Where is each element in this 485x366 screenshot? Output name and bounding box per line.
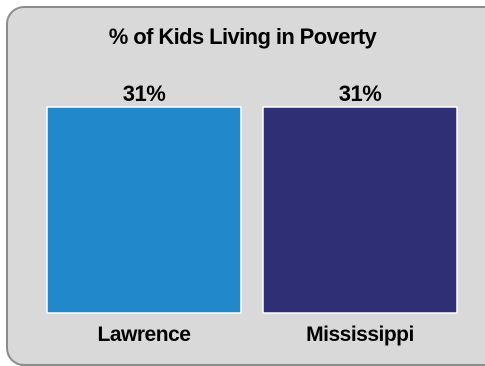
bar-chart: 31% 31% Lawrence Mississippi <box>46 81 458 346</box>
chart-title: % of Kids Living in Poverty <box>108 24 377 49</box>
value-label-lawrence: 31% <box>123 81 166 106</box>
value-label-mississippi: 31% <box>339 81 382 106</box>
category-label-mississippi: Mississippi <box>306 323 414 346</box>
category-label-lawrence: Lawrence <box>98 323 191 346</box>
bar-mississippi <box>262 106 458 314</box>
bar-lawrence <box>46 106 242 314</box>
